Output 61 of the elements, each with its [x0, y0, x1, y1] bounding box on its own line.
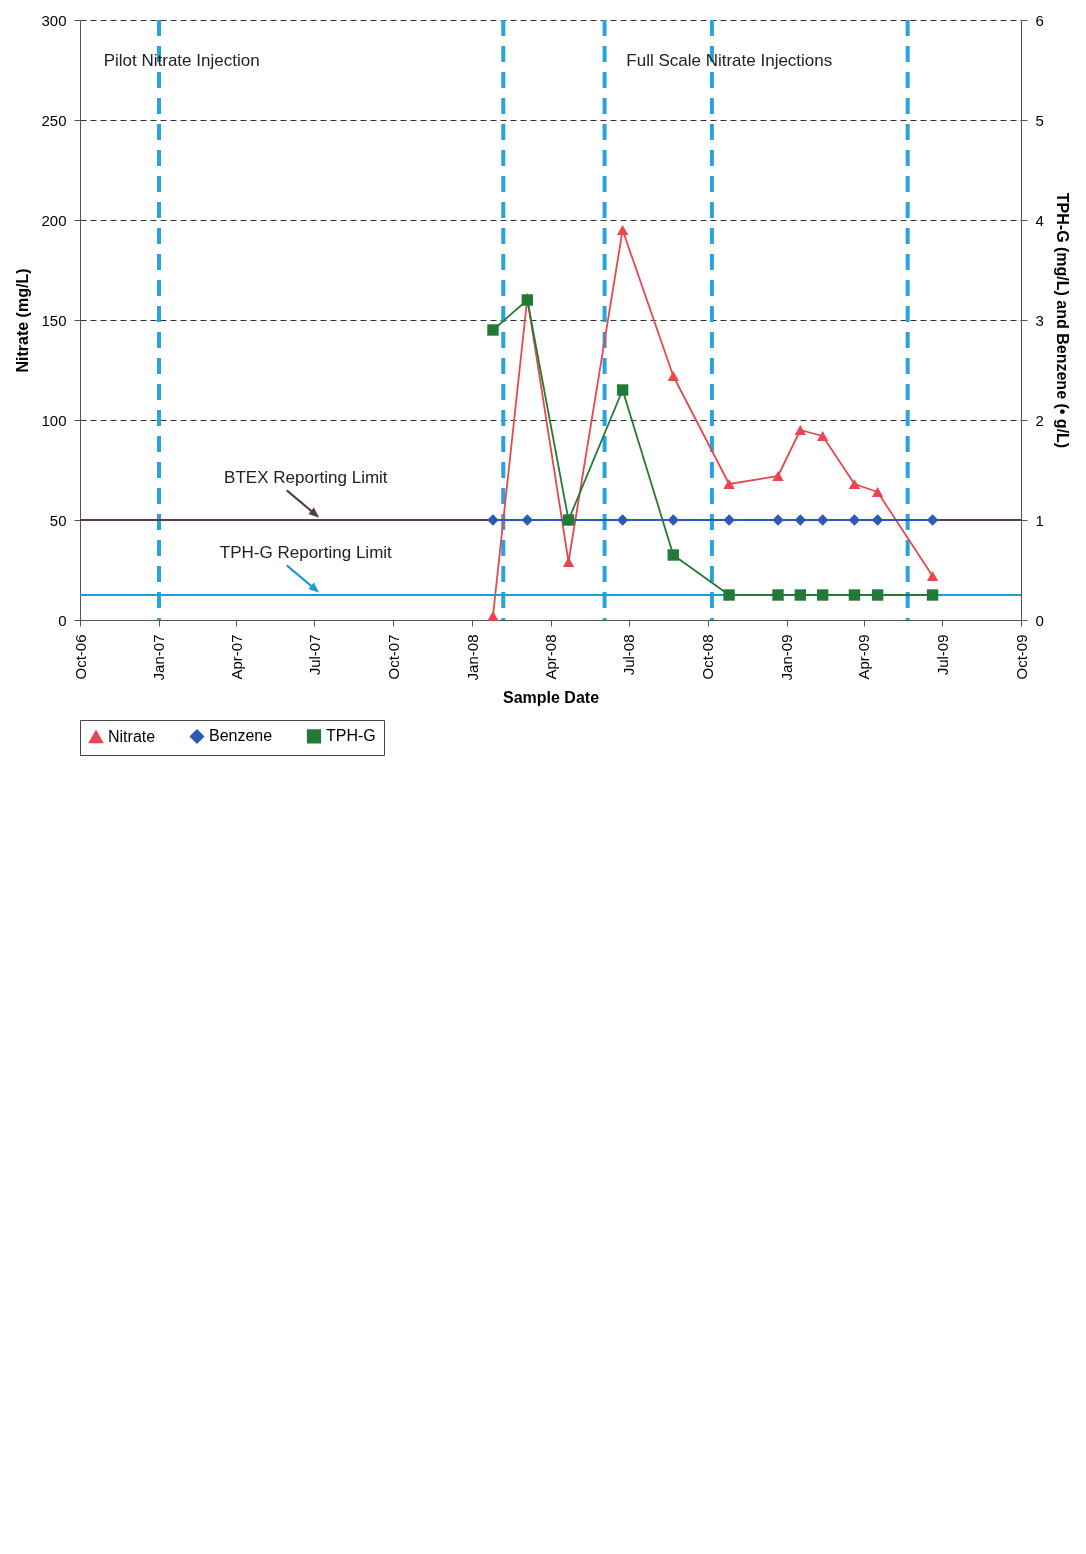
x-tick-label: Jan-07 — [150, 634, 168, 681]
point — [816, 589, 829, 601]
y2-tick-label: 1 — [1035, 511, 1044, 529]
x-tick-label: Jan-09 — [778, 634, 796, 681]
y-tick-label: 250 — [41, 111, 67, 129]
point — [616, 384, 629, 396]
y-tick-label: 0 — [58, 611, 67, 629]
point — [772, 471, 784, 481]
point — [487, 611, 499, 621]
point — [794, 425, 807, 435]
x-tick-label: Jul-09 — [933, 634, 951, 676]
y-tick-label: 200 — [41, 211, 67, 229]
point — [848, 479, 861, 489]
y-tick-label: 50 — [49, 511, 67, 529]
point — [848, 589, 861, 601]
y2-tick-label: 3 — [1035, 311, 1044, 329]
x-tick-label: Oct-08 — [699, 634, 717, 680]
point — [926, 571, 939, 581]
y2-axis-title: TPH-G (mg/L) and Benzene (• g/L) — [1053, 192, 1071, 449]
x-tick-label: Jul-07 — [305, 634, 323, 676]
y-axis-title: Nitrate (mg/L) — [14, 268, 32, 373]
point — [723, 514, 735, 526]
x-tick-label: Jan-08 — [463, 634, 481, 681]
y-tick-label: 300 — [41, 11, 67, 29]
ref-line-label: TPH-G Reporting Limit — [219, 543, 393, 562]
point — [667, 549, 679, 561]
legend-label: Benzene — [209, 727, 273, 745]
point — [772, 589, 784, 601]
legend-label: TPH-G — [326, 727, 376, 745]
point — [667, 371, 679, 381]
y-tick-label: 150 — [41, 311, 67, 329]
y2-tick-label: 6 — [1035, 11, 1044, 29]
x-tick-label: Apr-08 — [542, 634, 559, 680]
x-tick-label: Oct-09 — [1012, 634, 1030, 680]
x-tick-label: Oct-07 — [384, 634, 402, 680]
point — [871, 487, 884, 497]
point — [794, 589, 807, 601]
annotation: Full Scale Nitrate Injections — [626, 50, 833, 70]
x-tick-label: Apr-09 — [855, 634, 873, 680]
y-tick-label: 100 — [41, 411, 67, 429]
x-tick-label: Oct-06 — [71, 634, 89, 680]
x-tick-label: Jul-08 — [620, 634, 638, 676]
point — [487, 514, 499, 526]
y2-tick-label: 2 — [1035, 411, 1044, 429]
point — [723, 589, 735, 601]
ref-line-label: BTEX Reporting Limit — [224, 468, 388, 487]
annotation: Pilot Nitrate Injection — [103, 50, 260, 70]
legend-label: Nitrate — [108, 727, 156, 745]
y2-tick-label: 0 — [1035, 611, 1044, 629]
y2-tick-label: 4 — [1035, 211, 1044, 229]
x-tick-label: Apr-07 — [227, 634, 245, 680]
point — [723, 479, 735, 489]
point — [816, 431, 829, 441]
x-axis-title: Sample Date — [502, 689, 600, 707]
point — [926, 589, 939, 601]
point — [616, 225, 629, 235]
point — [487, 324, 499, 336]
point — [772, 514, 784, 526]
point — [667, 514, 679, 526]
point — [871, 589, 884, 601]
y2-tick-label: 5 — [1035, 111, 1044, 129]
